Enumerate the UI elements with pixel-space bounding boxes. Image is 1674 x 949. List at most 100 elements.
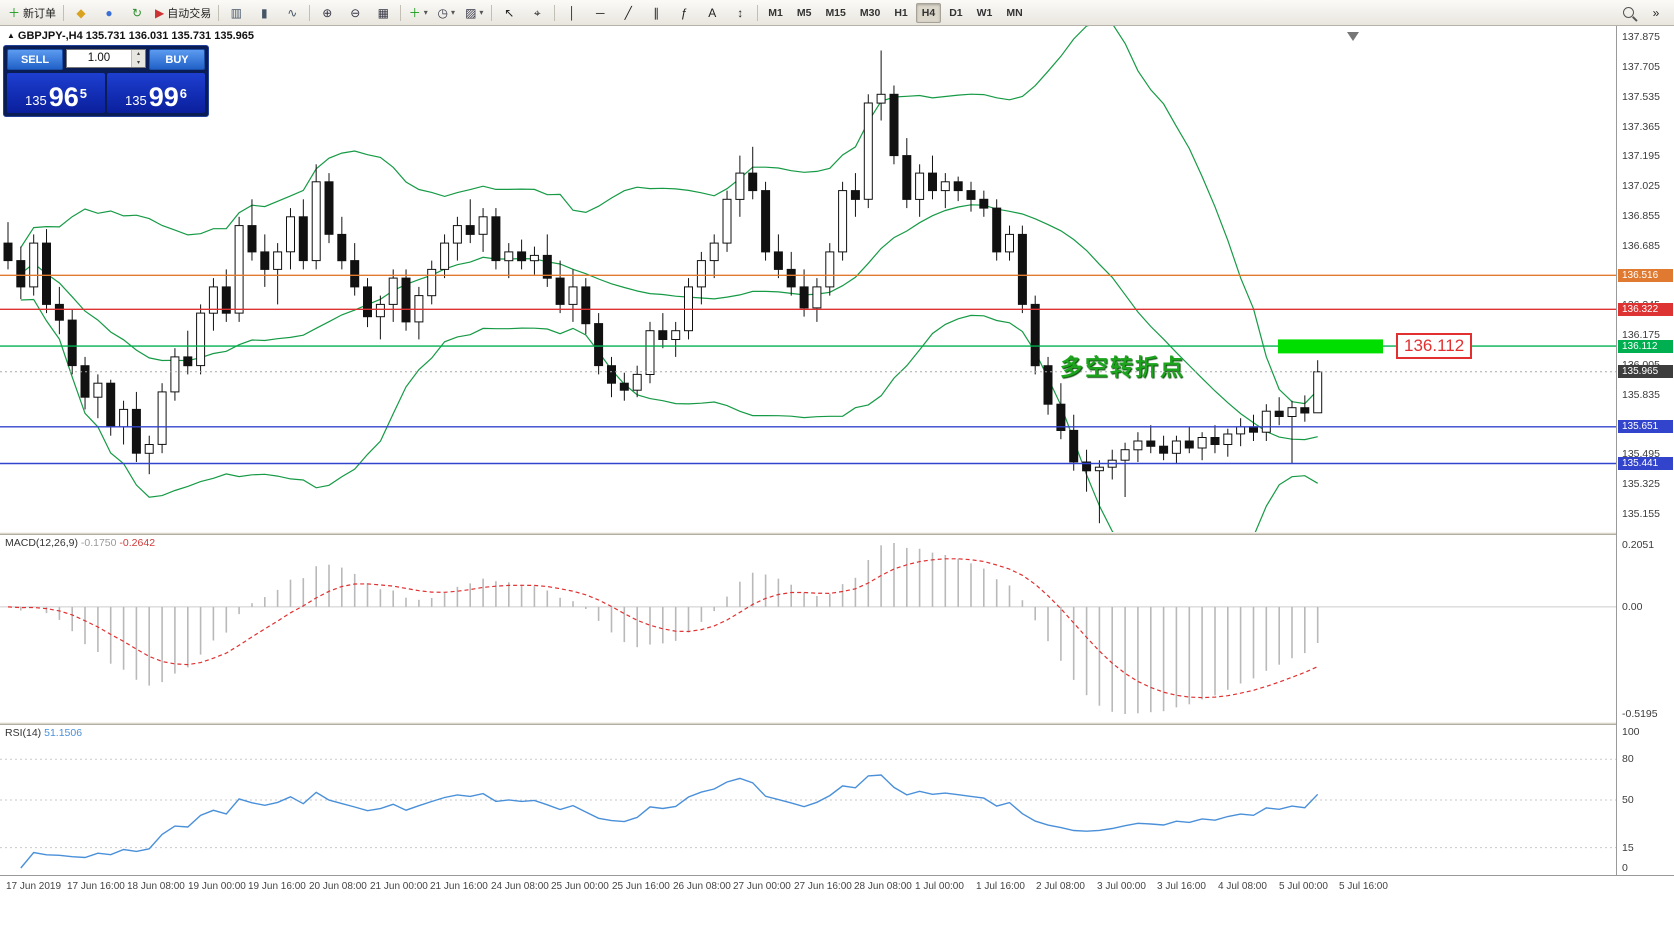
time-axis-label: 21 Jun 00:00 bbox=[370, 881, 428, 892]
timeframe-w1-button[interactable]: W1 bbox=[976, 6, 993, 19]
fibonacci-button[interactable]: ƒ bbox=[670, 2, 698, 24]
toolbar-overflow-button[interactable]: » bbox=[1642, 2, 1670, 24]
bullish-candle bbox=[1223, 433, 1233, 445]
bearish-candle bbox=[966, 190, 976, 200]
bullish-candle bbox=[645, 330, 655, 376]
volume-value[interactable]: 1.00 bbox=[87, 52, 111, 64]
horizontal-line-button[interactable]: ─ bbox=[586, 2, 614, 24]
bollinger-middle-band bbox=[20, 204, 1318, 441]
bullish-candle bbox=[157, 391, 167, 445]
price-tag-136.516: 136.516 bbox=[1618, 269, 1673, 282]
bullish-candle bbox=[915, 172, 925, 200]
volume-increase-button[interactable]: ▴ bbox=[132, 50, 145, 59]
trendline-button[interactable]: ╱ bbox=[614, 2, 642, 24]
candlestick-button[interactable]: ▮ bbox=[250, 2, 278, 24]
timeframe-d1-button[interactable]: D1 bbox=[949, 6, 963, 19]
buy-button[interactable]: BUY bbox=[149, 49, 205, 70]
timeframe-h4-button[interactable]: H4 bbox=[915, 2, 942, 23]
dropdown-caret-icon[interactable]: ▾ bbox=[479, 8, 484, 17]
indicators-button[interactable]: ＋ ▾ bbox=[404, 2, 432, 24]
bearish-candle bbox=[1159, 445, 1169, 454]
buy-price-big: 99 bbox=[148, 82, 179, 112]
dropdown-caret-icon[interactable]: ▾ bbox=[450, 8, 455, 17]
vertical-line-button[interactable]: │ bbox=[558, 2, 586, 24]
price-axis-label: 137.705 bbox=[1622, 61, 1660, 73]
volume-decrease-button[interactable]: ▾ bbox=[132, 58, 145, 67]
rsi-chart[interactable] bbox=[0, 725, 1616, 875]
zoom-out-button[interactable]: ⊖ bbox=[341, 2, 369, 24]
accounts-button[interactable]: ● bbox=[95, 2, 123, 24]
timeframe-h1-button[interactable]: H1 bbox=[894, 6, 908, 19]
macd-chart[interactable] bbox=[0, 535, 1616, 722]
bullish-candle bbox=[144, 444, 154, 454]
bearish-candle bbox=[542, 254, 552, 279]
bearish-candle bbox=[247, 225, 257, 253]
bar-chart-button[interactable]: ▥ bbox=[222, 2, 250, 24]
bollinger-lower-band bbox=[20, 298, 1319, 584]
bearish-candle bbox=[748, 172, 758, 192]
arrows-button[interactable]: ↕ bbox=[726, 2, 754, 24]
pane-separator[interactable] bbox=[0, 722, 1674, 725]
cursor-icon: ↖ bbox=[504, 5, 515, 20]
dropdown-caret-icon[interactable]: ▾ bbox=[423, 8, 428, 17]
macd-name: MACD(12,26,9) bbox=[5, 537, 78, 549]
rsi-axis-label: 50 bbox=[1622, 794, 1634, 806]
volume-stepper[interactable]: 1.00 ▴ ▾ bbox=[66, 49, 146, 68]
timeframe-m1-button[interactable]: M1 bbox=[768, 6, 783, 19]
bearish-candle bbox=[517, 251, 527, 262]
chart-annotation-text[interactable]: 多空转折点 bbox=[1060, 354, 1185, 380]
auto-trading-button[interactable]: ▶ 自动交易 bbox=[151, 2, 215, 24]
price-axis-label: 137.875 bbox=[1622, 31, 1660, 43]
bearish-candle bbox=[1184, 440, 1194, 449]
bullish-candle bbox=[29, 242, 39, 288]
new-order-icon: ＋ bbox=[8, 5, 21, 20]
symbol-marker-icon: ▲ bbox=[7, 31, 15, 40]
text-button[interactable]: A bbox=[698, 2, 726, 24]
cursor-button[interactable]: ↖ bbox=[495, 2, 523, 24]
macd-label: MACD(12,26,9) -0.1750 -0.2642 bbox=[5, 537, 155, 549]
channel-button[interactable]: ∥ bbox=[642, 2, 670, 24]
chevron-right-icon: » bbox=[1652, 5, 1660, 20]
crosshair-button[interactable]: ⌖ bbox=[523, 2, 551, 24]
sell-price-display[interactable]: 135 96 5 bbox=[7, 73, 105, 113]
price-axis-label: 135.835 bbox=[1622, 389, 1660, 401]
buy-price-sup: 6 bbox=[179, 86, 187, 101]
bullish-candle bbox=[671, 330, 681, 341]
price-axis[interactable]: 137.875 137.705 137.535 137.365 137.195 137.0… bbox=[1616, 26, 1674, 875]
bullish-candle bbox=[632, 373, 642, 391]
rsi-indicator-pane[interactable]: RSI(14) 51.1506 bbox=[0, 725, 1616, 875]
tile-windows-button[interactable]: ▦ bbox=[369, 2, 397, 24]
templates-button[interactable]: ▨ ▾ bbox=[460, 2, 488, 24]
time-axis-label: 17 Jun 2019 bbox=[6, 881, 62, 892]
macd-indicator-pane[interactable]: MACD(12,26,9) -0.1750 -0.2642 bbox=[0, 535, 1616, 722]
timeframe-m5-button[interactable]: M5 bbox=[796, 6, 812, 19]
bearish-candle bbox=[401, 277, 411, 323]
pane-separator[interactable] bbox=[0, 532, 1674, 535]
horizontal-line-icon: ─ bbox=[595, 5, 605, 20]
refresh-button[interactable]: ↻ bbox=[123, 2, 151, 24]
candlestick-chart[interactable] bbox=[0, 22, 1616, 584]
bullish-candle bbox=[1120, 449, 1130, 461]
bullish-candle bbox=[1005, 233, 1014, 253]
line-chart-button[interactable]: ∿ bbox=[278, 2, 306, 24]
time-axis-label: 2 Jul 08:00 bbox=[1036, 881, 1085, 892]
highlight-rectangle[interactable] bbox=[1278, 339, 1383, 354]
sell-button[interactable]: SELL bbox=[7, 49, 63, 70]
price-chart-pane[interactable]: ▲ GBPJPY-,H4 135.731 136.031 135.731 135.… bbox=[0, 22, 1616, 584]
timeframe-m15-button[interactable]: M15 bbox=[825, 6, 846, 19]
bearish-candle bbox=[594, 323, 604, 367]
zoom-in-button[interactable]: ⊕ bbox=[313, 2, 341, 24]
profiles-button[interactable]: ◆ bbox=[67, 2, 95, 24]
periods-button[interactable]: ◷ ▾ bbox=[432, 2, 460, 24]
chart-shift-marker-icon[interactable] bbox=[1347, 32, 1359, 41]
rsi-axis-label: 100 bbox=[1622, 726, 1640, 738]
time-axis-label: 4 Jul 08:00 bbox=[1218, 881, 1267, 892]
buy-price-display[interactable]: 135 99 6 bbox=[107, 73, 205, 113]
timeframe-m30-button[interactable]: M30 bbox=[859, 6, 881, 19]
time-axis[interactable]: 17 Jun 2019 17 Jun 16:00 18 Jun 08:00 19 Ju… bbox=[0, 875, 1674, 899]
search-button[interactable] bbox=[1614, 2, 1642, 24]
highlight-price-label[interactable]: 136.112 bbox=[1396, 333, 1473, 359]
timeframe-mn-button[interactable]: MN bbox=[1006, 6, 1023, 19]
new-order-button[interactable]: ＋新订单 bbox=[4, 2, 60, 24]
